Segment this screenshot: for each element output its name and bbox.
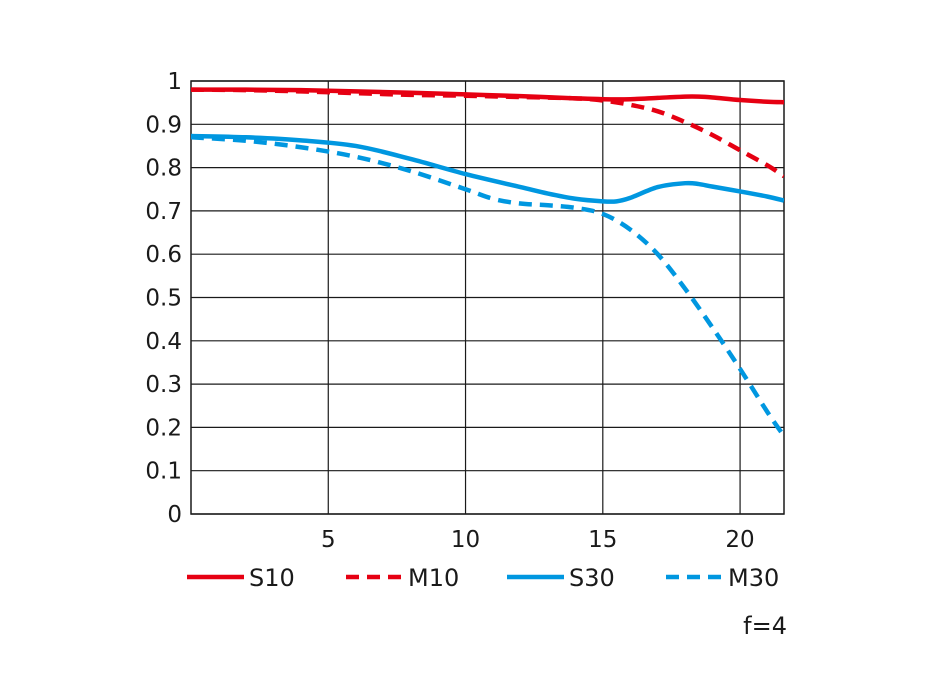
legend-label-m10: M10 <box>408 564 459 592</box>
y-tick-label: 0.5 <box>145 286 182 312</box>
x-tick-label: 20 <box>725 527 754 553</box>
axis-ticks: 00.10.20.30.40.50.60.70.80.915 10 15 20 <box>145 69 754 553</box>
series-line-s10 <box>191 87 784 105</box>
y-tick-label: 0.6 <box>145 242 182 268</box>
legend-label-s30: S30 <box>569 564 615 592</box>
series-line-s30 <box>191 133 784 205</box>
plot-frame <box>190 80 785 515</box>
y-tick-label: 0.3 <box>145 372 182 398</box>
y-tick-label: 0 <box>167 502 182 528</box>
y-tick-label: 0.8 <box>145 156 182 182</box>
y-tick-label: 0.1 <box>145 459 182 485</box>
series-line-m10 <box>191 87 784 179</box>
y-tick-label: 0.7 <box>145 199 182 225</box>
y-tick-label: 0.4 <box>145 329 182 355</box>
legend-label-m30: M30 <box>728 564 779 592</box>
legend-label-s10: S10 <box>249 564 295 592</box>
legend: S10 M10 S30 M30 <box>187 564 779 592</box>
x-tick-label: 10 <box>451 527 480 553</box>
y-tick-label: 0.9 <box>145 112 182 138</box>
y-tick-label: 0.2 <box>145 415 182 441</box>
x-tick-label: 15 <box>588 527 617 553</box>
series-line-m30 <box>191 135 784 438</box>
y-tick-label: 1 <box>167 69 182 95</box>
x-tick-label: 5 <box>321 527 336 553</box>
aperture-note: f=4 <box>743 612 787 640</box>
series-lines <box>191 87 784 438</box>
